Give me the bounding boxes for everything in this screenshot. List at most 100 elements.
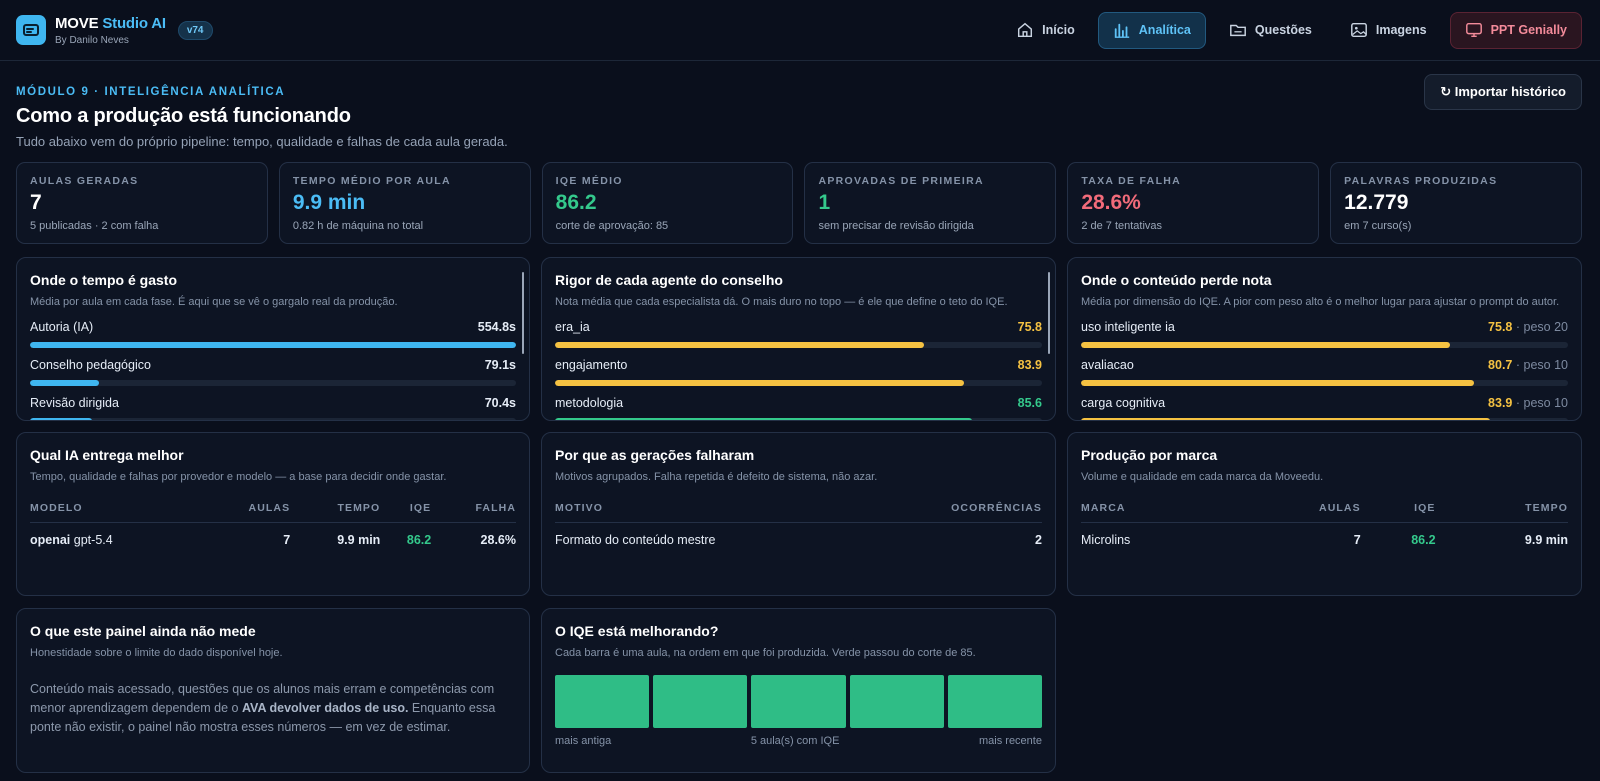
cell-ocorrencias: 2 <box>1035 533 1042 547</box>
table-row[interactable]: Microlins 7 86.2 9.9 min <box>1081 523 1568 558</box>
bar-fill <box>30 380 100 386</box>
column-header: AULAS <box>203 497 291 523</box>
nav-questoes[interactable]: Questões <box>1214 12 1327 49</box>
time-panel[interactable]: Onde o tempo é gasto Média por aula em c… <box>16 257 530 421</box>
brand[interactable]: MOVE Studio AI By Danilo Neves v74 <box>16 15 213 46</box>
loss-bar-row: uso inteligente ia 75.8 · peso 20 <box>1081 320 1568 348</box>
bar-label: uso inteligente ia <box>1081 320 1175 334</box>
iqe-legend: mais antiga 5 aula(s) com IQE mais recen… <box>555 735 1042 747</box>
loss-panel[interactable]: Onde o conteúdo perde nota Média por dim… <box>1067 257 1582 421</box>
kpi-label: TAXA DE FALHA <box>1081 175 1182 187</box>
panel-description: Cada barra é uma aula, na ordem em que f… <box>555 647 976 659</box>
brand-table: MARCA AULAS IQE TEMPO Microlins 7 86.2 9… <box>1081 497 1568 557</box>
bar-value: 83.9 <box>1017 358 1042 372</box>
ai-table: MODELO AULAS TEMPO IQE FALHA openai gpt-… <box>30 497 516 557</box>
bar-label: metodologia <box>555 396 624 410</box>
nav-analitica[interactable]: Analítica <box>1097 11 1206 49</box>
top-bar: MOVE Studio AI By Danilo Neves v74 Iníci… <box>0 0 1600 61</box>
kpi-note: 2 de 7 tentativas <box>1081 220 1163 232</box>
panel-title: Produção por marca <box>1081 447 1218 463</box>
column-header: AULAS <box>1232 497 1361 523</box>
panel-description: Tempo, qualidade e falhas por provedor e… <box>30 471 447 483</box>
fail-panel: Por que as gerações falharam Motivos agr… <box>541 432 1056 596</box>
bar-fill <box>555 342 925 348</box>
bar-fill <box>30 418 92 420</box>
nav-inicio[interactable]: Início <box>1001 12 1090 49</box>
limit-text: Conteúdo mais acessado, questões que os … <box>30 682 496 734</box>
cell-marca: Microlins <box>1081 533 1131 547</box>
nav-imagens[interactable]: Imagens <box>1335 12 1442 49</box>
column-header: MODELO <box>30 497 204 523</box>
cell-tempo: 9.9 min <box>337 533 381 547</box>
ai-panel: Qual IA entrega melhor Tempo, qualidade … <box>16 432 530 596</box>
kpi-value: 7 <box>30 191 42 214</box>
rigor-panel[interactable]: Rigor de cada agente do conselho Nota mé… <box>541 257 1056 421</box>
fail-table: MOTIVO OCORRÊNCIAS Formato do conteúdo m… <box>555 497 1042 557</box>
bar-value: 75.8 <box>1488 320 1513 334</box>
brand-byline: By Danilo Neves <box>55 34 129 46</box>
panel-description: Média por aula em cada fase. É aqui que … <box>30 296 398 308</box>
kpi-value: 28.6% <box>1081 191 1141 214</box>
bar-label: Conselho pedagógico <box>30 358 151 372</box>
cell-falha: 28.6% <box>480 533 516 547</box>
rigor-bar-row: metodologia 85.6 <box>555 396 1042 420</box>
iqe-trend-panel: O IQE está melhorando? Cada barra é uma … <box>541 608 1056 773</box>
column-header: MOTIVO <box>555 497 866 523</box>
panel-title: Onde o conteúdo perde nota <box>1081 272 1272 288</box>
panel-title: Qual IA entrega melhor <box>30 447 184 463</box>
table-row[interactable]: openai gpt-5.4 7 9.9 min 86.2 28.6% <box>30 523 516 558</box>
kpi-card-iqe: IQE MÉDIO 86.2 corte de aprovação: 85 <box>541 162 794 244</box>
rigor-bar-row: era_ia 75.8 <box>555 320 1042 348</box>
page-header: MÓDULO 9 · INTELIGÊNCIA ANALÍTICA Como a… <box>0 61 1600 159</box>
loss-bar-row: carga cognitiva 83.9 · peso 10 <box>1081 396 1568 420</box>
nav-ppt-genially[interactable]: PPT Genially <box>1449 11 1582 49</box>
panel-title: O que este painel ainda não mede <box>30 623 256 639</box>
kpi-card-palavras: PALAVRAS PRODUZIDAS 12.779 em 7 curso(s) <box>1330 162 1582 244</box>
cell-iqe: 86.2 <box>406 533 432 547</box>
import-history-button[interactable]: ↻ Importar histórico <box>1424 74 1582 110</box>
cell-iqe: 86.2 <box>1411 533 1436 547</box>
iqe-bar <box>653 675 748 728</box>
brand-title: MOVE Studio AI <box>55 14 166 32</box>
bar-value: 79.1s <box>484 358 516 372</box>
scrollbar[interactable] <box>522 272 524 354</box>
bar-label: era_ia <box>555 320 590 334</box>
bar-fill <box>1081 418 1490 420</box>
logo-icon <box>16 15 46 45</box>
bar-label: carga cognitiva <box>1081 396 1166 410</box>
bar-fill <box>30 342 516 348</box>
cell-motivo: Formato do conteúdo mestre <box>555 533 716 547</box>
cell-tempo: 9.9 min <box>1524 533 1568 547</box>
kpi-note: em 7 curso(s) <box>1344 220 1412 232</box>
column-header: OCORRÊNCIAS <box>865 497 1042 523</box>
bar-value: 70.4s <box>484 396 516 410</box>
kpi-note: 0.82 h de máquina no total <box>292 220 424 232</box>
kpi-label: APROVADAS DE PRIMEIRA <box>818 175 984 187</box>
bar-fill <box>1081 342 1451 348</box>
kpi-row: AULAS GERADAS 7 5 publicadas · 2 com fal… <box>16 162 1582 244</box>
panel-description: Média por dimensão do IQE. A pior com pe… <box>1081 296 1560 308</box>
bar-value: 75.8 <box>1017 320 1042 334</box>
kpi-label: IQE MÉDIO <box>555 175 623 187</box>
bar-weight: · peso 10 <box>1515 358 1568 372</box>
iqe-bar <box>947 675 1043 728</box>
page-subtitle: Tudo abaixo vem do próprio pipeline: tem… <box>16 134 508 149</box>
scrollbar[interactable] <box>1048 272 1050 354</box>
bar-weight: · peso 10 <box>1515 396 1568 410</box>
kpi-card-aulas: AULAS GERADAS 7 5 publicadas · 2 com fal… <box>16 162 268 244</box>
iqe-bar-chart <box>555 675 1043 728</box>
time-bar-row: Autoria (IA) 554.8s <box>30 320 516 348</box>
main-nav: Início Analítica Questões Imagens PPT Ge… <box>1001 11 1582 49</box>
brand-panel: Produção por marca Volume e qualidade em… <box>1067 432 1582 596</box>
kpi-note: corte de aprovação: 85 <box>555 220 669 232</box>
panel-title: Por que as gerações falharam <box>555 447 755 463</box>
panel-description: Volume e qualidade em cada marca da Move… <box>1081 471 1324 483</box>
image-icon <box>1350 22 1367 38</box>
kpi-card-aprovadas: APROVADAS DE PRIMEIRA 1 sem precisar de … <box>804 162 1057 244</box>
time-bar-row: Revisão dirigida 70.4s <box>30 396 516 420</box>
bar-fill <box>555 380 964 386</box>
provider-name: openai <box>30 533 71 547</box>
loss-bar-row: avaliacao 80.7 · peso 10 <box>1081 358 1568 386</box>
iqe-bar <box>751 675 846 728</box>
table-row[interactable]: Formato do conteúdo mestre 2 <box>555 523 1042 558</box>
